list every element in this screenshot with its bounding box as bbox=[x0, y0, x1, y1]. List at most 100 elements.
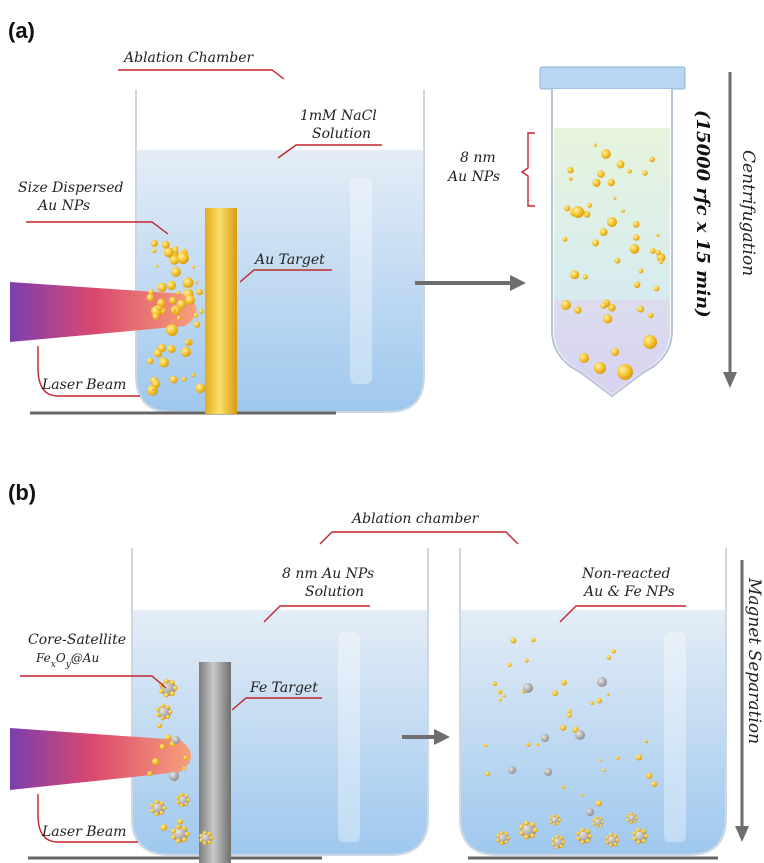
au-nanoparticle bbox=[182, 766, 187, 771]
separation-chamber bbox=[459, 548, 727, 860]
magnet-separation-label: Magnet Separation bbox=[744, 577, 764, 744]
au-nanoparticle bbox=[526, 742, 531, 747]
satellite-au-particle bbox=[168, 709, 173, 715]
tube-label-line1: 8 nm bbox=[460, 150, 496, 166]
au-nanoparticle bbox=[646, 772, 653, 779]
au-nanoparticle bbox=[159, 357, 170, 368]
au-nanoparticle bbox=[166, 324, 178, 336]
au-nanoparticle bbox=[595, 800, 603, 807]
satellite-au-particle bbox=[160, 716, 165, 721]
satellite-au-particle bbox=[496, 833, 500, 838]
au-nanoparticle bbox=[183, 277, 194, 289]
satellite-au-particle bbox=[506, 836, 511, 840]
satellite-au-particle bbox=[154, 799, 159, 805]
au-nanoparticle bbox=[171, 267, 181, 277]
au-nanoparticle bbox=[651, 781, 657, 788]
satellite-au-particle bbox=[500, 841, 504, 846]
satellite-au-particle bbox=[171, 834, 176, 840]
au-nanoparticle bbox=[627, 169, 632, 174]
satellite-au-particle bbox=[184, 802, 189, 806]
au-nanoparticle bbox=[567, 709, 572, 714]
size-dispersed-au-nps bbox=[146, 239, 206, 396]
au-nanoparticle bbox=[497, 689, 503, 695]
satellite-au-particle bbox=[588, 833, 593, 839]
chamber-label-b: Ablation chamber bbox=[350, 511, 480, 527]
satellite-au-particle bbox=[170, 680, 175, 685]
au-nanoparticle bbox=[552, 690, 559, 697]
au-nanoparticle bbox=[158, 344, 166, 352]
satellite-au-particle bbox=[184, 794, 189, 798]
au-nanoparticle bbox=[195, 280, 199, 284]
centrifugation-label: Centrifugation bbox=[738, 150, 758, 276]
au-nanoparticle bbox=[161, 240, 170, 249]
satellite-au-particle bbox=[176, 795, 180, 800]
au-nanoparticle bbox=[564, 205, 571, 212]
au-nanoparticle bbox=[181, 376, 187, 382]
satellite-au-particle bbox=[641, 838, 647, 844]
satellite-au-particle bbox=[165, 714, 170, 720]
au-nanoparticle bbox=[181, 347, 191, 357]
au-nanoparticle bbox=[172, 247, 179, 254]
satellite-au-particle bbox=[519, 824, 524, 830]
tube-label-line2: Au NPs bbox=[446, 169, 500, 185]
satellite-au-particle bbox=[641, 829, 647, 834]
satellite-au-particle bbox=[555, 834, 559, 839]
satellite-au-particle bbox=[592, 822, 596, 826]
satellite-au-particle bbox=[504, 832, 509, 836]
au-nanoparticle bbox=[166, 280, 176, 291]
au-nanoparticle bbox=[572, 206, 584, 218]
satellite-au-particle bbox=[159, 688, 164, 694]
au-nanoparticle bbox=[510, 637, 517, 644]
au-nanoparticle bbox=[170, 307, 176, 313]
au-nanoparticle bbox=[152, 758, 160, 766]
np-label-b-line2: FexOy@Au bbox=[35, 651, 99, 670]
fe-nanoparticle bbox=[575, 730, 585, 740]
satellite-au-particle bbox=[159, 810, 164, 816]
au-nanoparticle bbox=[176, 315, 182, 321]
au-nanoparticle bbox=[147, 770, 153, 777]
solution-label-b-line2: Solution bbox=[305, 584, 364, 600]
laser-label-b: Laser Beam bbox=[41, 824, 126, 840]
au-nanoparticle bbox=[177, 252, 189, 264]
au-nanoparticle bbox=[632, 221, 640, 228]
au-nanoparticle bbox=[594, 362, 606, 374]
au-nanoparticle bbox=[635, 754, 643, 761]
au-nanoparticle bbox=[592, 178, 601, 187]
au-nanoparticle bbox=[169, 255, 180, 265]
au-nanoparticle bbox=[191, 265, 195, 269]
satellite-au-particle bbox=[636, 840, 641, 845]
satellite-au-particle bbox=[150, 808, 155, 813]
au-nanoparticle bbox=[567, 167, 574, 174]
au-nanoparticle bbox=[198, 308, 204, 314]
satellite-au-particle bbox=[165, 705, 170, 710]
satellite-au-particle bbox=[164, 692, 169, 698]
np-label-a-line1: Size Dispersed bbox=[18, 180, 123, 196]
chamber-label-a: Ablation Chamber bbox=[122, 50, 254, 66]
au-nanoparticle bbox=[483, 743, 488, 747]
solution-label-b-line1: 8 nm Au NPs bbox=[282, 566, 374, 582]
satellite-au-particle bbox=[549, 816, 553, 820]
fe-nanoparticle bbox=[541, 734, 549, 742]
satellite-au-particle bbox=[556, 822, 560, 825]
satellite-au-particle bbox=[496, 838, 500, 843]
au-nanoparticle bbox=[590, 701, 595, 705]
au-nanoparticle bbox=[621, 209, 625, 213]
au-nanoparticle bbox=[593, 143, 597, 147]
satellite-au-particle bbox=[203, 841, 207, 846]
satellite-au-particle bbox=[184, 831, 190, 837]
au-nanoparticle bbox=[561, 300, 571, 310]
satellite-au-particle bbox=[559, 844, 564, 848]
au-nanoparticle bbox=[587, 202, 593, 208]
fe-nanoparticle bbox=[508, 766, 516, 774]
satellite-au-particle bbox=[172, 685, 178, 691]
fe-nanoparticle bbox=[597, 677, 607, 687]
au-nanoparticle bbox=[603, 314, 613, 324]
satellite-au-particle bbox=[609, 832, 613, 837]
au-nanoparticle bbox=[157, 723, 163, 729]
au-nanoparticle bbox=[183, 755, 188, 761]
unreacted-label-line1: Non-reacted bbox=[581, 566, 671, 582]
process-arrow-a bbox=[415, 275, 526, 291]
satellite-au-particle bbox=[585, 829, 591, 834]
satellite-au-particle bbox=[500, 830, 504, 835]
satellite-au-particle bbox=[576, 831, 581, 836]
